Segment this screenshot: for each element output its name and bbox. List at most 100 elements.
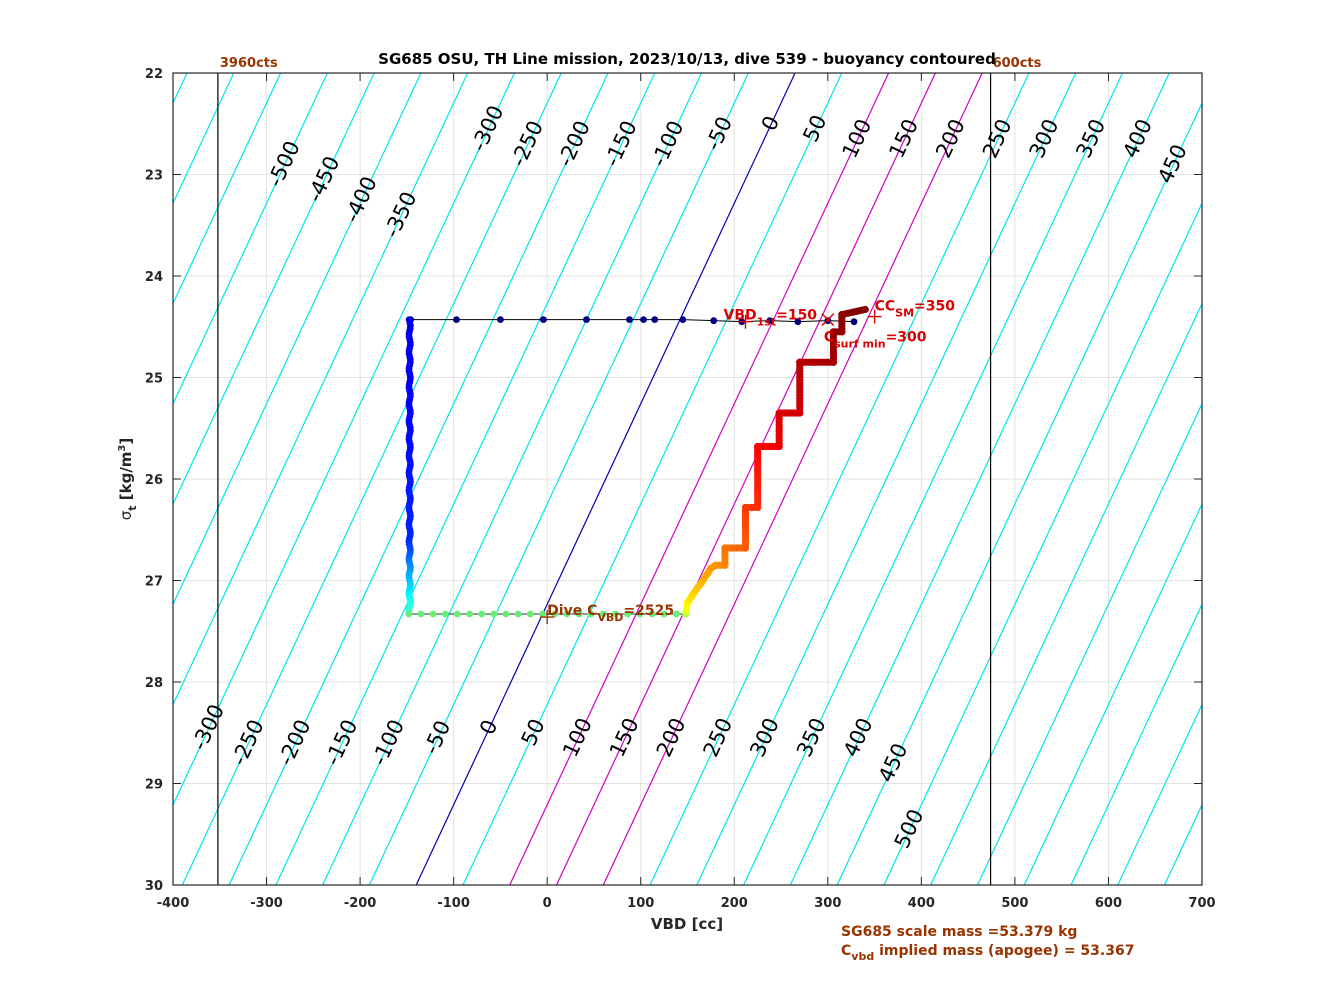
contour-line: [228, 73, 609, 885]
scale-mass-note: SG685 scale mass =53.379 kg: [841, 924, 1077, 940]
marker-label-sub: VBD: [597, 611, 623, 624]
contour-line: [649, 73, 1030, 885]
bottom-path-point: [502, 610, 510, 618]
marker-label-sub: 1st: [757, 316, 776, 329]
x-tick-label: 500: [1001, 896, 1028, 911]
bottom-path-point: [575, 610, 583, 618]
x-axis-label: VBD [cc]: [651, 915, 723, 933]
x-tick-label: 200: [721, 896, 748, 911]
marker-label: VBD1st=150: [723, 308, 817, 329]
contour-line: [1023, 502, 1202, 885]
descent-point: [453, 316, 460, 324]
y-tick-label: 22: [145, 67, 163, 82]
y-axis-label: σt [kg/m3]: [117, 438, 139, 521]
bottom-path-point: [660, 610, 668, 618]
implied-mass-note-sub: vbd: [851, 950, 874, 963]
marker-x-b: [821, 313, 835, 327]
bottom-path-point: [672, 610, 680, 618]
vbd-limit-label: 600cts: [993, 56, 1042, 71]
contour-line: [181, 73, 562, 885]
bottom-path-point: [526, 610, 534, 618]
y-tick-label: 30: [145, 879, 163, 894]
y-tick-label: 28: [145, 676, 163, 691]
descent-point: [540, 316, 547, 324]
bottom-path-point: [599, 610, 607, 618]
implied-mass-note-rest: implied mass (apogee) = 53.367: [874, 943, 1134, 959]
vbd-limit-label: 3960cts: [220, 56, 278, 71]
descent-point: [497, 316, 504, 324]
contour-line: [696, 73, 1077, 885]
climb-trace: [682, 305, 869, 618]
chart-title: SG685 OSU, TH Line mission, 2023/10/13, …: [378, 50, 996, 68]
y-axis-label-rest: [kg/m: [117, 452, 135, 506]
descent-point: [824, 317, 832, 325]
contour-line: [1117, 703, 1202, 885]
contour-line-magenta: [555, 73, 936, 885]
descent-point: [679, 316, 687, 324]
marker-label: Csurf min=300: [824, 330, 927, 351]
bottom-path-point: [624, 610, 632, 618]
bottom-path-point: [636, 610, 644, 618]
x-tick-label: 100: [627, 896, 654, 911]
marker-label: Dive CVBD=2525: [547, 603, 674, 624]
x-tick-label: 0: [543, 896, 552, 911]
y-tick-label: 23: [145, 169, 163, 184]
bottom-path-point: [466, 610, 473, 618]
bottom-path-point: [441, 610, 449, 618]
marker-label-rest: =350: [914, 299, 955, 315]
descent-point: [766, 317, 774, 325]
bottom-path-point: [612, 610, 619, 618]
bottom-path-point: [587, 610, 595, 618]
bottom-path-point: [539, 610, 546, 618]
descent-point: [710, 317, 718, 325]
bottom-path-point: [563, 610, 571, 618]
contour-line: [275, 73, 656, 885]
contour-line: [1070, 602, 1202, 885]
marker-label-sub: SM: [895, 307, 914, 320]
contour-line-magenta: [602, 73, 983, 885]
contour-line: [173, 73, 328, 406]
y-axis-label-sub: t: [126, 505, 139, 510]
x-tick-label: -400: [157, 896, 190, 911]
contour-line: [462, 73, 843, 885]
axes: -400 -300 -200 -100 0 100 200 300 400 500 600 700 22…: [145, 67, 1216, 911]
x-tick-label: 600: [1095, 896, 1122, 911]
bottom-path-point: [490, 610, 498, 618]
marker-label-main: CC: [875, 299, 896, 315]
y-axis-label-main: σ: [117, 510, 135, 520]
x-tick-label: 400: [908, 896, 935, 911]
x-tick-label: -300: [250, 896, 283, 911]
marker-label-rest: =2525: [623, 603, 674, 619]
contour-line: [743, 73, 1124, 885]
descent-line: [409, 319, 855, 614]
marker-label-rest: =300: [886, 330, 927, 346]
bottom-path-point: [417, 610, 425, 618]
contour-line: [789, 73, 1170, 885]
descent-point: [794, 318, 802, 326]
marker-label-main: Dive C: [547, 603, 597, 619]
descent-point: [651, 316, 659, 324]
y-tick-label: 29: [145, 778, 163, 793]
contour-line: [173, 73, 515, 807]
contour-line: [368, 73, 749, 885]
buoyancy-contours: [173, 73, 1202, 885]
marker-label-main: C: [824, 330, 834, 346]
implied-mass-note: Cvbd implied mass (apogee) = 53.367: [841, 943, 1134, 963]
contour-line: [930, 302, 1202, 885]
vbd-markers: VBD1st=150 CCSM=350 Csurf min=300 Dive CVBD…: [540, 299, 956, 625]
y-axis-label-sup: 3: [117, 445, 128, 452]
contour-line: [322, 73, 703, 885]
contour-line: [173, 73, 375, 506]
contour-line-zero: [415, 73, 796, 885]
contour-line: [836, 101, 1202, 885]
contour-line: [173, 73, 469, 706]
marker-label: CCSM=350: [875, 299, 956, 320]
marker-label-sub: surf min: [834, 338, 885, 351]
y-tick-label: 25: [145, 372, 163, 387]
descent-point: [626, 316, 633, 324]
grid-lines: [172, 72, 1203, 886]
y-tick-label: 27: [145, 575, 163, 590]
x-tick-label: 300: [814, 896, 841, 911]
y-tick-label: 24: [145, 270, 163, 285]
